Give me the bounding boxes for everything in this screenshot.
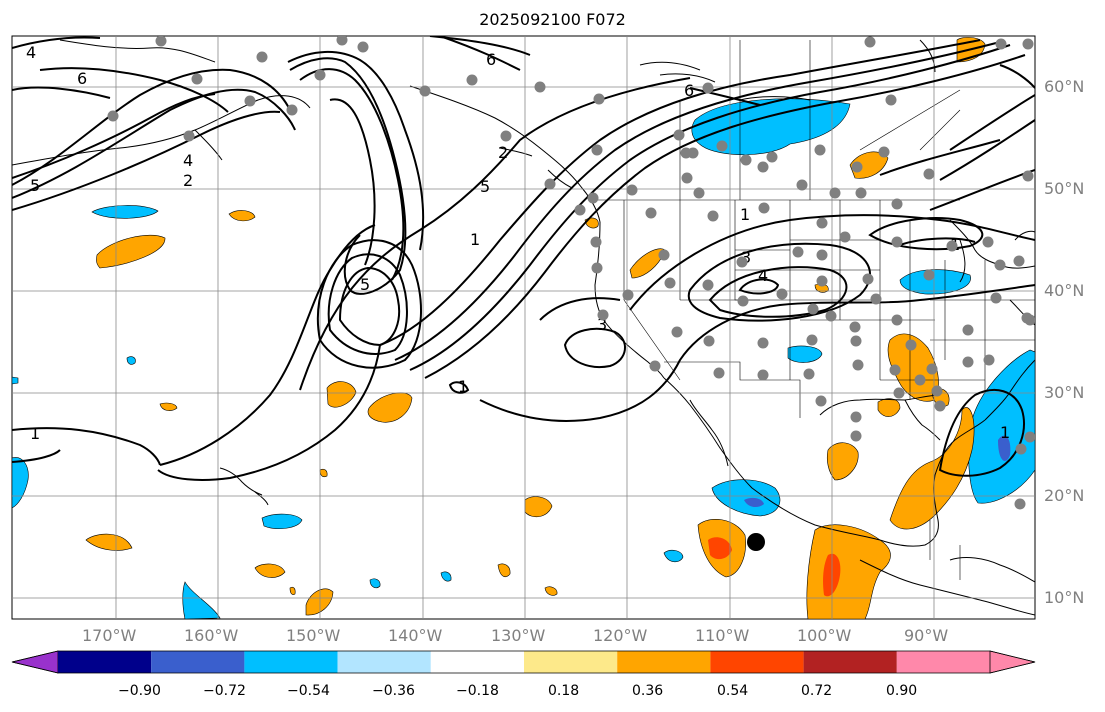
- colorbar-bin: [244, 651, 338, 673]
- colorbar-tick-label: 0.36: [632, 683, 664, 699]
- contour-label: 5: [30, 176, 40, 195]
- contour-label: 1: [740, 205, 750, 224]
- latitude-label: 30°N: [1044, 383, 1085, 402]
- latitude-label: 60°N: [1044, 77, 1085, 96]
- latitude-label: 10°N: [1044, 588, 1085, 607]
- colorbar-tick-label: 0.90: [886, 683, 918, 699]
- colorbar-tick-label: −0.18: [456, 683, 499, 699]
- longitude-label: 110°W: [695, 626, 750, 645]
- tropical-cyclone-position-icon: [747, 533, 765, 551]
- colorbar-bin: [803, 651, 897, 673]
- colorbar-bin: [151, 651, 245, 673]
- contour-label: 2: [183, 171, 193, 190]
- colorbar-bin: [710, 651, 804, 673]
- colorbar-bin: [896, 651, 990, 673]
- colorbar-tick-label: −0.36: [372, 683, 415, 699]
- contour-lines: [12, 36, 1035, 481]
- contour-label: 5: [480, 177, 490, 196]
- contour-label: 6: [486, 50, 496, 69]
- contour-label: 4: [758, 266, 768, 285]
- contour-label: 1: [458, 377, 468, 396]
- latitude-label: 50°N: [1044, 179, 1085, 198]
- colorbar-bin: [430, 651, 524, 673]
- contour-label: 3: [597, 315, 607, 334]
- longitude-label: 130°W: [491, 626, 546, 645]
- contour-label: 1: [30, 424, 40, 443]
- station-dots: [107, 36, 1035, 510]
- contour-label: 1: [470, 230, 480, 249]
- colorbar-bin: [524, 651, 618, 673]
- latitude-label: 40°N: [1044, 281, 1085, 300]
- colorbar-tick-label: −0.90: [118, 683, 161, 699]
- contour-label: 3: [741, 248, 751, 267]
- contour-labels: 4 6 6 6 4 2 5 5 2 1 5 1 1 3 4 1 3 1 1: [26, 43, 1010, 443]
- negative-anomaly-cores: [744, 435, 1011, 508]
- longitude-label: 140°W: [388, 626, 443, 645]
- colorbar-bin: [337, 651, 431, 673]
- colorbar-tick-label: −0.54: [287, 683, 330, 699]
- contour-label: 4: [183, 151, 193, 170]
- longitude-label: 160°W: [184, 626, 239, 645]
- contour-label: 6: [684, 81, 694, 100]
- longitude-label: 170°W: [82, 626, 137, 645]
- colorbar-bin: [58, 651, 152, 673]
- map-frame: [11, 35, 1036, 620]
- colorbar-tick-label: 0.54: [717, 683, 749, 699]
- contour-label: 4: [26, 43, 36, 62]
- colorbar-bin: [617, 651, 711, 673]
- longitude-label: 100°W: [797, 626, 852, 645]
- longitude-label: 90°W: [904, 626, 949, 645]
- colorbar: [11, 650, 1036, 674]
- colorbar-tick-label: 0.18: [548, 683, 580, 699]
- negative-anomaly-areas: [12, 98, 1035, 619]
- colorbar-outline: [11, 650, 1036, 674]
- longitude-label: 150°W: [286, 626, 341, 645]
- plot-title: 2025092100 F072: [479, 10, 626, 29]
- contour-label: 5: [360, 275, 370, 294]
- colorbar-tick-label: 0.72: [801, 683, 833, 699]
- contour-label: 1: [1000, 423, 1010, 442]
- longitude-label: 120°W: [593, 626, 648, 645]
- colorbar-extend-min: [11, 650, 59, 674]
- contour-label: 2: [498, 143, 508, 162]
- colorbar-extend-max: [989, 650, 1036, 674]
- contour-label: 6: [77, 69, 87, 88]
- colorbar-tick-label: −0.72: [203, 683, 246, 699]
- latitude-label: 20°N: [1044, 486, 1085, 505]
